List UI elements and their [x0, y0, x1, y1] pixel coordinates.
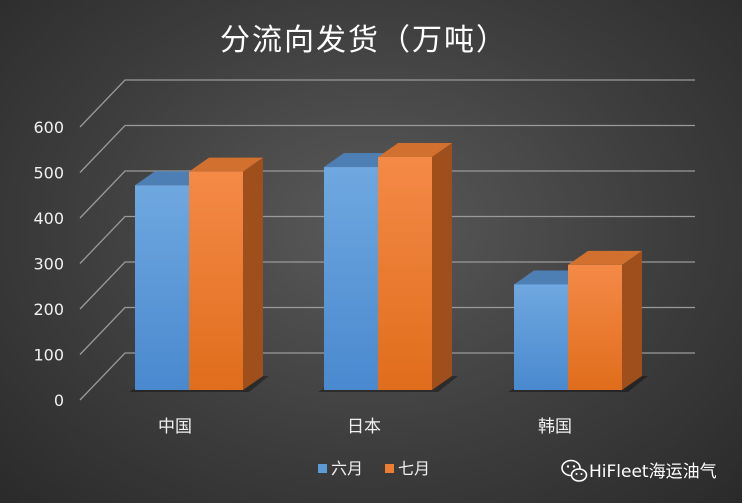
y-tick-label: 300	[33, 255, 64, 274]
bar	[568, 264, 622, 390]
gridline	[79, 124, 695, 173]
y-tick-label: 500	[33, 164, 64, 183]
bar	[514, 284, 568, 390]
y-tick-label: 0	[54, 391, 64, 410]
y-tick-label: 200	[33, 300, 64, 319]
bar-side	[622, 250, 642, 390]
gridline	[79, 170, 695, 219]
legend-swatch	[318, 464, 327, 473]
bar	[135, 185, 189, 390]
bar-top	[189, 157, 263, 172]
gridline	[79, 306, 695, 355]
bar-side	[432, 143, 452, 390]
gridline	[79, 215, 695, 264]
gridline	[79, 79, 695, 128]
x-tick-label: 韩国	[538, 417, 572, 437]
y-axis: 0 100 200 300 400 500 600	[33, 118, 64, 410]
watermark: HiFleet海运油气	[561, 459, 717, 482]
bars	[129, 143, 648, 392]
bar	[378, 157, 432, 390]
gridlines	[79, 79, 695, 401]
legend: 六月 七月	[318, 459, 430, 478]
y-tick-label: 600	[33, 118, 64, 137]
bar	[189, 171, 243, 390]
gridline	[79, 352, 695, 401]
legend-swatch	[385, 464, 394, 473]
bar-side	[243, 157, 263, 390]
y-tick-label: 400	[33, 209, 64, 228]
gridline	[79, 261, 695, 310]
bar-top	[568, 250, 642, 265]
chart-title: 分流向发货（万吨）	[220, 23, 508, 58]
x-tick-label: 中国	[158, 417, 192, 437]
legend-label: 六月	[331, 459, 363, 478]
x-axis: 中国 日本 韩国	[158, 417, 572, 437]
y-tick-label: 100	[33, 346, 64, 365]
x-tick-label: 日本	[347, 417, 381, 437]
bar-top	[378, 143, 452, 158]
bar	[324, 167, 378, 390]
wechat-icon	[561, 459, 588, 482]
legend-label: 七月	[398, 459, 430, 478]
watermark-text: HiFleet海运油气	[589, 462, 717, 482]
